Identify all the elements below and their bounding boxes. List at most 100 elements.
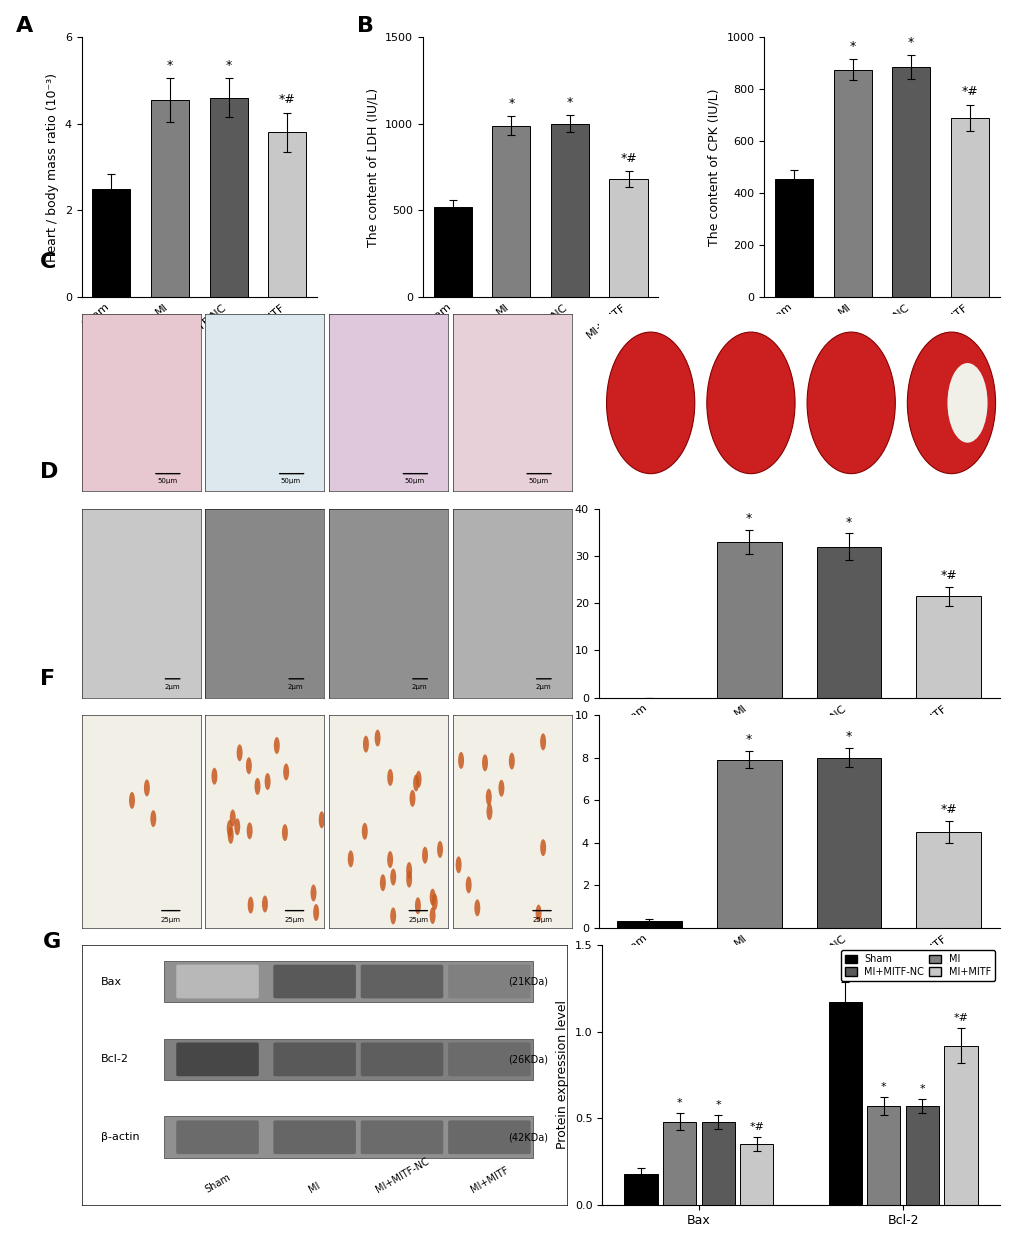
FancyBboxPatch shape (273, 965, 356, 999)
Ellipse shape (474, 899, 480, 917)
Text: *#: *# (278, 93, 296, 107)
Ellipse shape (436, 841, 442, 858)
Ellipse shape (540, 840, 545, 856)
Text: *: * (919, 1084, 924, 1094)
Bar (616, 922, 681, 928)
Text: *: * (845, 515, 851, 529)
Text: 50μm: 50μm (405, 478, 424, 484)
Text: *: * (745, 513, 751, 525)
Bar (827, 1002, 861, 1205)
FancyBboxPatch shape (176, 965, 259, 999)
Ellipse shape (406, 862, 412, 879)
Text: MI+MITF: MI+MITF (486, 970, 538, 980)
Ellipse shape (226, 820, 232, 837)
Bar (609, 179, 647, 297)
Ellipse shape (374, 729, 380, 746)
Text: G: G (43, 933, 61, 953)
Ellipse shape (455, 856, 462, 873)
Text: Bax: Bax (101, 976, 122, 986)
Ellipse shape (387, 851, 392, 868)
Text: *: * (507, 97, 514, 109)
Ellipse shape (431, 893, 437, 910)
Text: MI: MI (258, 530, 272, 540)
Ellipse shape (264, 773, 270, 790)
Ellipse shape (482, 754, 487, 771)
Ellipse shape (262, 895, 268, 913)
Ellipse shape (283, 764, 288, 780)
Text: MI+MITF: MI+MITF (486, 739, 538, 749)
Text: B: B (357, 16, 374, 36)
Bar (662, 1122, 696, 1205)
Bar (151, 101, 189, 297)
Ellipse shape (409, 790, 415, 807)
Bar (915, 832, 980, 928)
Text: *#: *# (620, 152, 636, 165)
Text: Sham: Sham (124, 530, 157, 540)
FancyBboxPatch shape (361, 965, 443, 999)
Ellipse shape (387, 769, 392, 786)
Text: *: * (677, 1098, 682, 1108)
FancyBboxPatch shape (176, 1120, 259, 1154)
Text: *: * (745, 733, 751, 746)
Text: 2μm: 2μm (535, 684, 550, 691)
Bar (816, 546, 880, 698)
Bar (92, 189, 130, 297)
Ellipse shape (150, 810, 156, 827)
Ellipse shape (535, 904, 541, 922)
Text: *: * (849, 40, 855, 53)
Ellipse shape (390, 908, 395, 924)
Ellipse shape (540, 733, 545, 750)
Text: C: C (40, 252, 56, 272)
Y-axis label: Heart / body mass ratio (10⁻³): Heart / body mass ratio (10⁻³) (46, 72, 59, 262)
Ellipse shape (429, 888, 435, 905)
Ellipse shape (413, 775, 419, 791)
Ellipse shape (281, 825, 287, 841)
Text: 25μm: 25μm (532, 918, 551, 923)
Bar (164, 961, 533, 1002)
FancyBboxPatch shape (361, 1042, 443, 1077)
Bar (905, 1107, 938, 1205)
FancyBboxPatch shape (273, 1042, 356, 1077)
Text: Sham: Sham (124, 739, 157, 749)
Ellipse shape (318, 811, 324, 828)
Text: A: A (15, 16, 33, 36)
Ellipse shape (229, 810, 235, 826)
Ellipse shape (313, 904, 319, 922)
Ellipse shape (236, 744, 243, 761)
Ellipse shape (422, 847, 428, 863)
Text: 50μm: 50μm (280, 478, 301, 484)
Text: MI+MITF-NC: MI+MITF-NC (353, 739, 424, 749)
Ellipse shape (347, 851, 354, 867)
Text: *: * (225, 58, 231, 72)
Y-axis label: Infarct size (%): Infarct size (%) (555, 556, 569, 651)
FancyBboxPatch shape (176, 1042, 259, 1077)
Text: MI+MITF: MI+MITF (468, 1165, 510, 1195)
Bar (816, 758, 880, 928)
Text: *: * (907, 36, 913, 48)
Text: MI: MI (258, 970, 272, 980)
Ellipse shape (310, 884, 316, 902)
Bar (774, 179, 812, 297)
Ellipse shape (806, 332, 895, 473)
Ellipse shape (415, 897, 421, 914)
Text: MI+MITF-NC: MI+MITF-NC (353, 970, 424, 980)
Ellipse shape (255, 777, 260, 795)
Ellipse shape (466, 877, 471, 893)
FancyBboxPatch shape (273, 1120, 356, 1154)
Text: Sham: Sham (203, 1171, 232, 1195)
FancyBboxPatch shape (447, 1120, 530, 1154)
Bar (624, 1174, 657, 1205)
FancyBboxPatch shape (361, 1120, 443, 1154)
Ellipse shape (429, 907, 435, 924)
Bar (164, 1038, 533, 1081)
FancyBboxPatch shape (447, 965, 530, 999)
Text: *: * (714, 1099, 720, 1109)
Text: E: E (550, 314, 565, 334)
Bar (209, 98, 248, 297)
Bar (866, 1107, 900, 1205)
Ellipse shape (907, 332, 995, 473)
Ellipse shape (485, 789, 491, 806)
Bar (492, 125, 530, 297)
Text: *#: *# (940, 804, 957, 816)
Bar (716, 760, 781, 928)
